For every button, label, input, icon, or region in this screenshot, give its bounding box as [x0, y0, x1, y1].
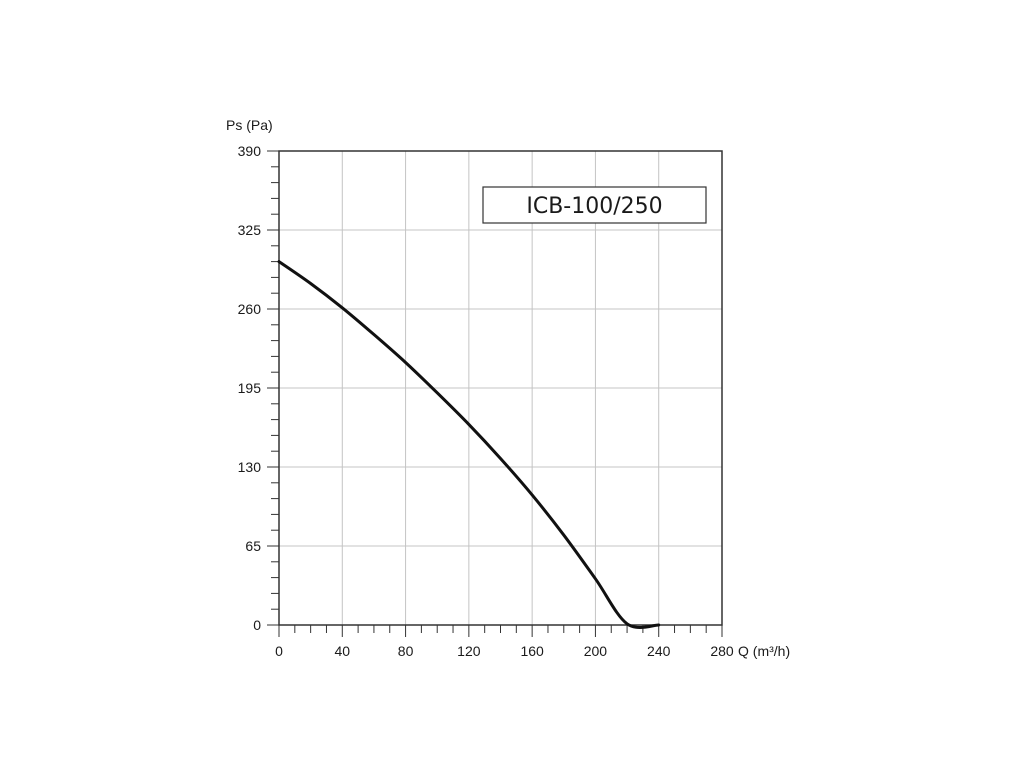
y-axis-title: Ps (Pa) — [226, 117, 273, 133]
x-tick-label: 280 — [710, 643, 734, 659]
x-tick-label: 0 — [275, 643, 283, 659]
legend-label: ICB-100/250 — [526, 194, 662, 219]
y-tick-labels: 0 65 130 195 260 325 390 — [238, 143, 262, 633]
x-tick-label: 80 — [398, 643, 414, 659]
x-tick-label: 160 — [520, 643, 544, 659]
series-layer — [277, 260, 661, 629]
x-tick-label: 200 — [584, 643, 608, 659]
y-tick-label: 260 — [238, 301, 262, 317]
plot-frame — [278, 150, 723, 626]
legend-box — [482, 186, 707, 224]
y-tick-label: 390 — [238, 143, 262, 159]
x-axis-title: Q (m³/h) — [738, 643, 790, 659]
x-tick-label: 40 — [334, 643, 350, 659]
series-line — [277, 260, 661, 629]
y-tick-label: 325 — [238, 222, 262, 238]
legend: ICB-100/250 — [482, 186, 707, 224]
y-tick-label: 65 — [245, 538, 261, 554]
x-tick-label: 120 — [457, 643, 481, 659]
y-tick-label: 130 — [238, 459, 262, 475]
y-tick-label: 195 — [238, 380, 262, 396]
x-tick-label: 240 — [647, 643, 671, 659]
grid — [279, 151, 722, 625]
minor-ticks — [267, 150, 723, 637]
x-tick-labels: 0 40 80 120 160 200 240 280 — [275, 643, 734, 659]
y-tick-label: 0 — [253, 617, 261, 633]
